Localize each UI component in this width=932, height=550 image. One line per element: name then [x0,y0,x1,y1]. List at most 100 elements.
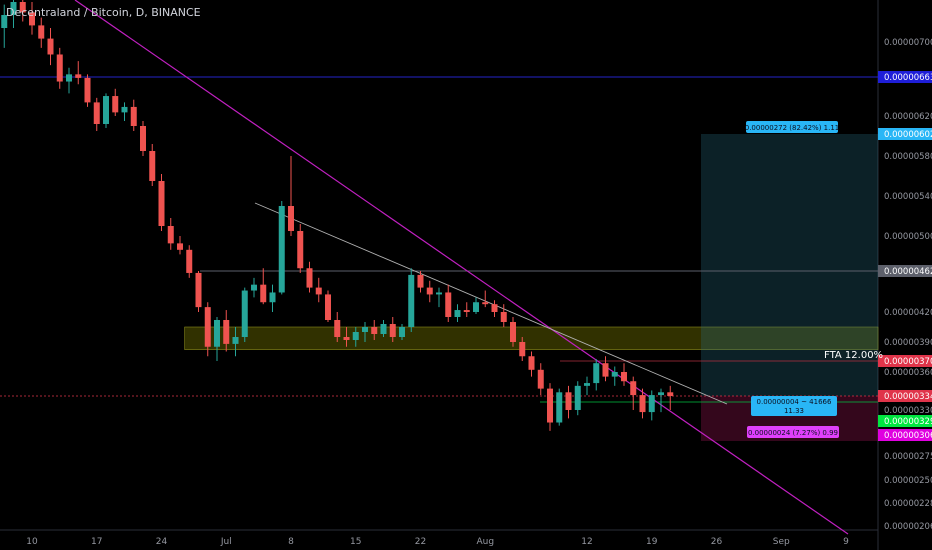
candle-body [584,383,590,386]
candle-body [658,392,664,396]
candle-body [112,96,119,113]
position-info-line2: 11.33 [784,407,804,415]
candle-body [288,206,294,231]
candle-body [38,25,45,39]
candle-body [630,381,637,396]
candle-body [639,395,646,413]
candle-body [426,287,433,295]
candle-body [362,327,368,332]
candle-body [56,54,63,82]
candle-body [380,324,387,334]
candle-body [399,327,405,337]
candle-body [130,106,137,126]
candle-body [75,74,82,78]
candle-body [417,274,424,288]
price-badge [878,429,932,441]
target-zone [701,134,878,396]
candle-body [482,302,489,305]
candle-body [204,307,211,347]
candle-body [167,226,174,244]
position-info-line1: 0.00000004 ~ 41666 [757,398,832,406]
x-tick-label: Sep [773,537,790,547]
candle-body [186,249,193,273]
candle-body [140,126,146,151]
price-badge-label: 0.00000306 [884,431,932,441]
x-tick-label: 17 [91,537,102,547]
y-tick-label: 0.00000580 [884,152,932,162]
descending-trendline [74,0,849,535]
y-tick-label: 0.00000228 [884,499,932,509]
candle-body [574,385,581,410]
candle-body [158,181,165,226]
candle-body [260,284,267,303]
fta-label: FTA 12.00% [824,350,883,361]
y-tick-label: 0.00000620 [884,112,932,122]
candle-body [195,272,202,308]
candle-body [84,77,91,103]
wedge-upper-line [254,202,728,405]
x-tick-label: 12 [581,537,592,547]
candle-body [454,310,461,317]
y-tick-label: 0.00000700 [884,38,932,48]
candle-body [389,324,396,337]
candle-body [66,74,72,82]
x-tick-label: 19 [646,537,658,547]
position-info-box [751,396,837,416]
y-tick-label: 0.00000275 [884,452,932,462]
y-tick-label: 0.00000500 [884,232,932,242]
target-info-text: 0.00000272 (82.42%) 1.11 [745,124,840,132]
x-tick-label: Aug [476,537,494,547]
candle-body [621,372,627,382]
candle-body [463,310,470,312]
candle-body [223,320,230,344]
x-tick-label: 9 [843,537,849,547]
x-tick-label: Jul [220,537,232,547]
candle-body [297,231,304,269]
candle-body [149,151,156,181]
candle-body [306,268,313,288]
price-badge [878,390,932,402]
candle-body [214,320,220,347]
candle-body [667,392,674,396]
candle-body [500,312,507,322]
price-badge-label: 0.00000334 [884,392,932,402]
x-tick-label: 24 [156,537,168,547]
candle-body [445,292,452,317]
candle-body [537,369,544,389]
price-badge-label: 0.00000663 [884,73,932,83]
candle-body [10,1,17,15]
stop-info-box [747,426,839,438]
y-tick-label: 0.00000420 [884,308,932,318]
candle-body [611,372,618,377]
candle-body [1,15,8,28]
candle-body [93,102,100,124]
price-badge-label: 0.00000329 [884,417,932,427]
candle-body [241,290,248,337]
candle-body [528,356,535,370]
candle-body [547,388,553,423]
x-tick-label: 8 [288,537,294,547]
candle-body [269,292,276,303]
candle-body [251,284,257,291]
price-badge [878,265,932,277]
candle-body [47,38,54,55]
y-tick-label: 0.00000390 [884,338,932,348]
candle-body [325,294,331,320]
candle-body [556,392,563,423]
target-info-box [746,121,838,133]
y-tick-label: 0.00000250 [884,476,932,486]
price-badge [878,71,932,83]
candle-body [371,327,378,334]
price-badge [878,415,932,427]
candle-body [510,322,516,342]
candle-body [602,363,609,377]
stop-info-text: 0.00000024 (7.27%) 0.99 [748,429,838,437]
candle-body [408,274,415,327]
candle-body [315,287,322,295]
x-tick-label: 15 [350,537,361,547]
y-tick-label: 0.00000540 [884,192,932,202]
candle-body [19,1,26,13]
candle-body [593,363,600,384]
